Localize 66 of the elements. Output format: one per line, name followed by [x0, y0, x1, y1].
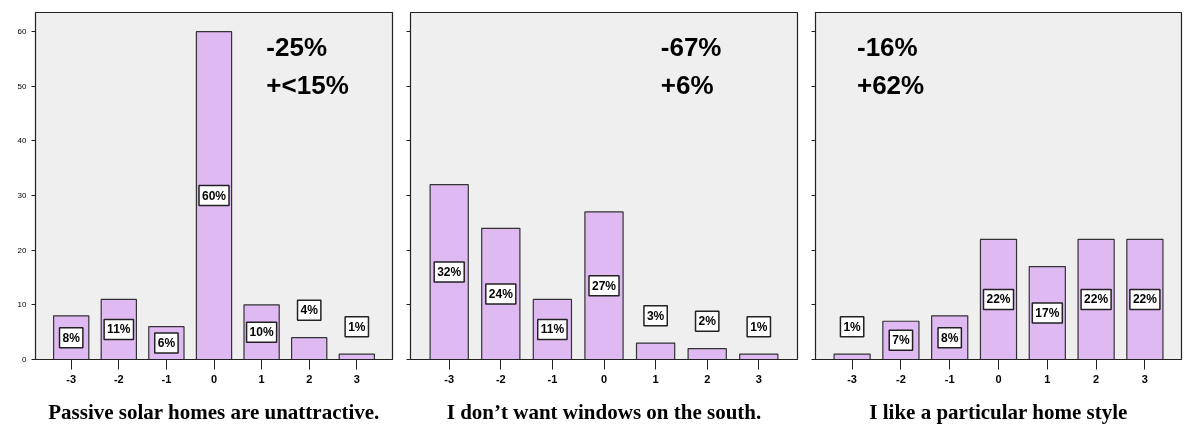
annotation: +62%: [856, 70, 925, 101]
data-label: 60%: [201, 188, 227, 203]
data-label: 22%: [1084, 292, 1109, 307]
data-label: 4%: [300, 303, 319, 318]
x-tick-label: -2: [113, 372, 124, 385]
data-label: 11%: [107, 322, 131, 337]
y-tick-label: 50: [17, 81, 28, 91]
data-label: 11%: [540, 322, 565, 337]
data-label: 10%: [249, 325, 274, 340]
x-axis-title: I like a particular home style: [869, 399, 1128, 424]
x-tick-label: 2: [306, 372, 313, 385]
annotation: +6%: [660, 70, 714, 101]
data-label: 8%: [62, 330, 81, 345]
x-axis-title: I don’t want windows on the south.: [446, 399, 762, 424]
bar: [687, 347, 727, 360]
data-label: 6%: [157, 336, 176, 351]
bar: [739, 353, 779, 360]
data-label: 27%: [591, 278, 617, 293]
y-tick-label: 60: [17, 27, 28, 37]
x-axis-title: Passive solar homes are unattractive.: [48, 399, 380, 424]
x-tick-label: -2: [896, 372, 906, 385]
data-label: 1%: [843, 319, 862, 334]
x-tick-label: -3: [847, 372, 857, 385]
data-label: 1%: [348, 319, 366, 334]
y-tick-label: 30: [17, 191, 28, 201]
x-tick-label: -3: [66, 372, 77, 385]
annotation: +<15%: [266, 70, 349, 101]
data-label: 8%: [941, 330, 959, 345]
x-tick-label: 1: [1044, 372, 1051, 385]
data-label: 2%: [698, 314, 717, 329]
x-tick-label: -1: [161, 372, 172, 385]
x-tick-label: -2: [495, 372, 506, 385]
data-label: 32%: [437, 265, 462, 280]
bar: [481, 227, 521, 360]
x-tick-label: 2: [1093, 372, 1100, 385]
y-tick-label: 10: [17, 300, 28, 310]
x-tick-label: -1: [944, 372, 955, 385]
x-tick-label: 0: [995, 372, 1002, 385]
x-tick-label: 3: [755, 372, 762, 385]
x-tick-label: 0: [600, 372, 608, 385]
x-tick-label: 0: [210, 372, 218, 385]
data-label: 17%: [1035, 306, 1060, 321]
x-tick-label: 3: [353, 372, 360, 385]
y-tick-label: 40: [17, 136, 28, 146]
data-label: 22%: [986, 292, 1011, 307]
x-tick-label: -3: [444, 372, 455, 385]
bar: [290, 337, 328, 360]
annotation: -16%: [856, 32, 918, 63]
data-label: 1%: [750, 319, 768, 334]
annotation: -67%: [660, 32, 722, 63]
x-tick-label: -1: [547, 372, 558, 385]
x-tick-label: 1: [258, 372, 265, 385]
bar: [635, 342, 676, 360]
data-label: 7%: [892, 333, 910, 348]
annotation: -25%: [266, 32, 328, 63]
bar: [833, 353, 871, 360]
bar: [338, 353, 376, 360]
x-tick-label: 2: [704, 372, 711, 385]
bar: [195, 31, 233, 360]
data-label: 24%: [488, 286, 514, 301]
x-tick-label: 3: [1141, 372, 1148, 385]
data-label: 3%: [646, 308, 665, 323]
y-tick-label: 20: [17, 245, 28, 255]
x-tick-label: 1: [652, 372, 659, 385]
y-tick-label: 0: [22, 355, 28, 364]
data-label: 22%: [1132, 292, 1158, 307]
